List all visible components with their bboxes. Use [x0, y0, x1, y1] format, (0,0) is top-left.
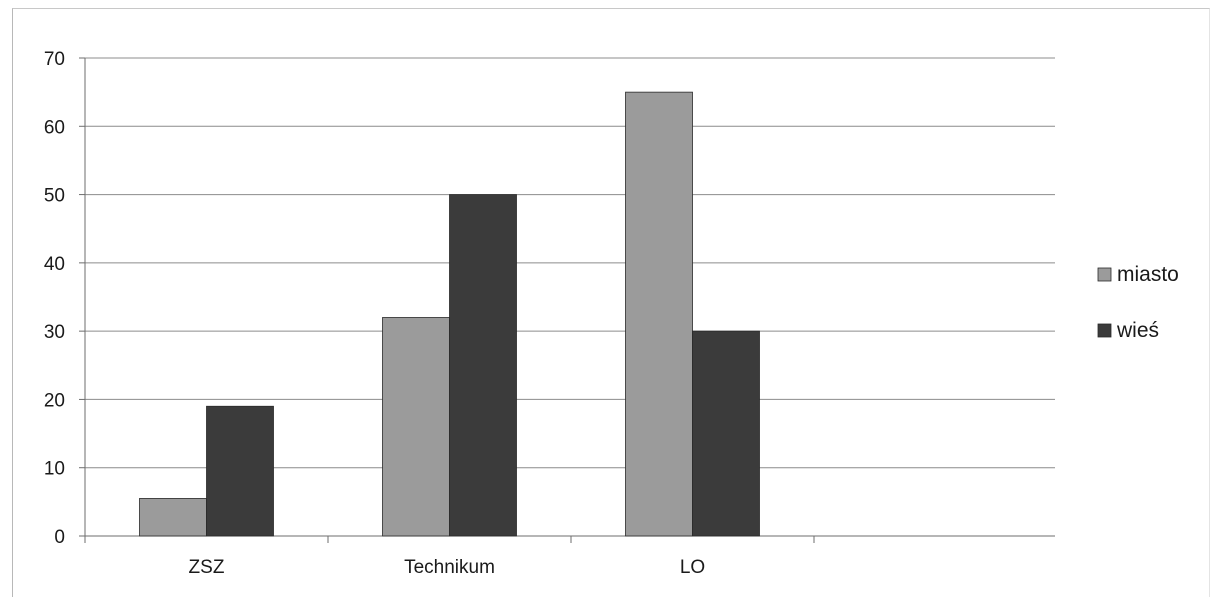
- x-tick-label: ZSZ: [189, 557, 225, 578]
- bar-wieś-Technikum: [449, 194, 517, 537]
- bar-miasto-Technikum: [382, 317, 450, 537]
- y-tick-label: 30: [44, 322, 65, 343]
- legend-swatch-wieś: [1097, 323, 1112, 338]
- y-tick-label: 10: [44, 459, 65, 480]
- y-tick-label: 60: [44, 117, 65, 138]
- legend-label: wieś: [1116, 319, 1159, 342]
- x-tick-label: LO: [680, 557, 705, 578]
- y-axis-ticks: 0 10 20 30 40 50 60 70: [44, 49, 85, 548]
- bars: [139, 91, 760, 537]
- chart-frame: [12, 8, 1210, 597]
- legend: miasto wieś: [1097, 263, 1179, 342]
- bar-wieś-LO: [692, 330, 760, 537]
- y-tick-label: 70: [44, 49, 65, 70]
- bar-miasto-ZSZ: [139, 498, 207, 537]
- bar-wieś-ZSZ: [206, 405, 274, 537]
- x-tick-label: Technikum: [404, 557, 495, 578]
- x-axis-ticks: ZSZ Technikum LO: [189, 557, 706, 578]
- bar-miasto-LO: [625, 91, 693, 537]
- y-tick-label: 40: [44, 254, 65, 275]
- y-tick-label: 50: [44, 186, 65, 207]
- legend-label: miasto: [1117, 263, 1179, 286]
- y-tick-label: 20: [44, 390, 65, 411]
- y-tick-label: 0: [54, 527, 65, 548]
- legend-swatch-miasto: [1097, 267, 1112, 282]
